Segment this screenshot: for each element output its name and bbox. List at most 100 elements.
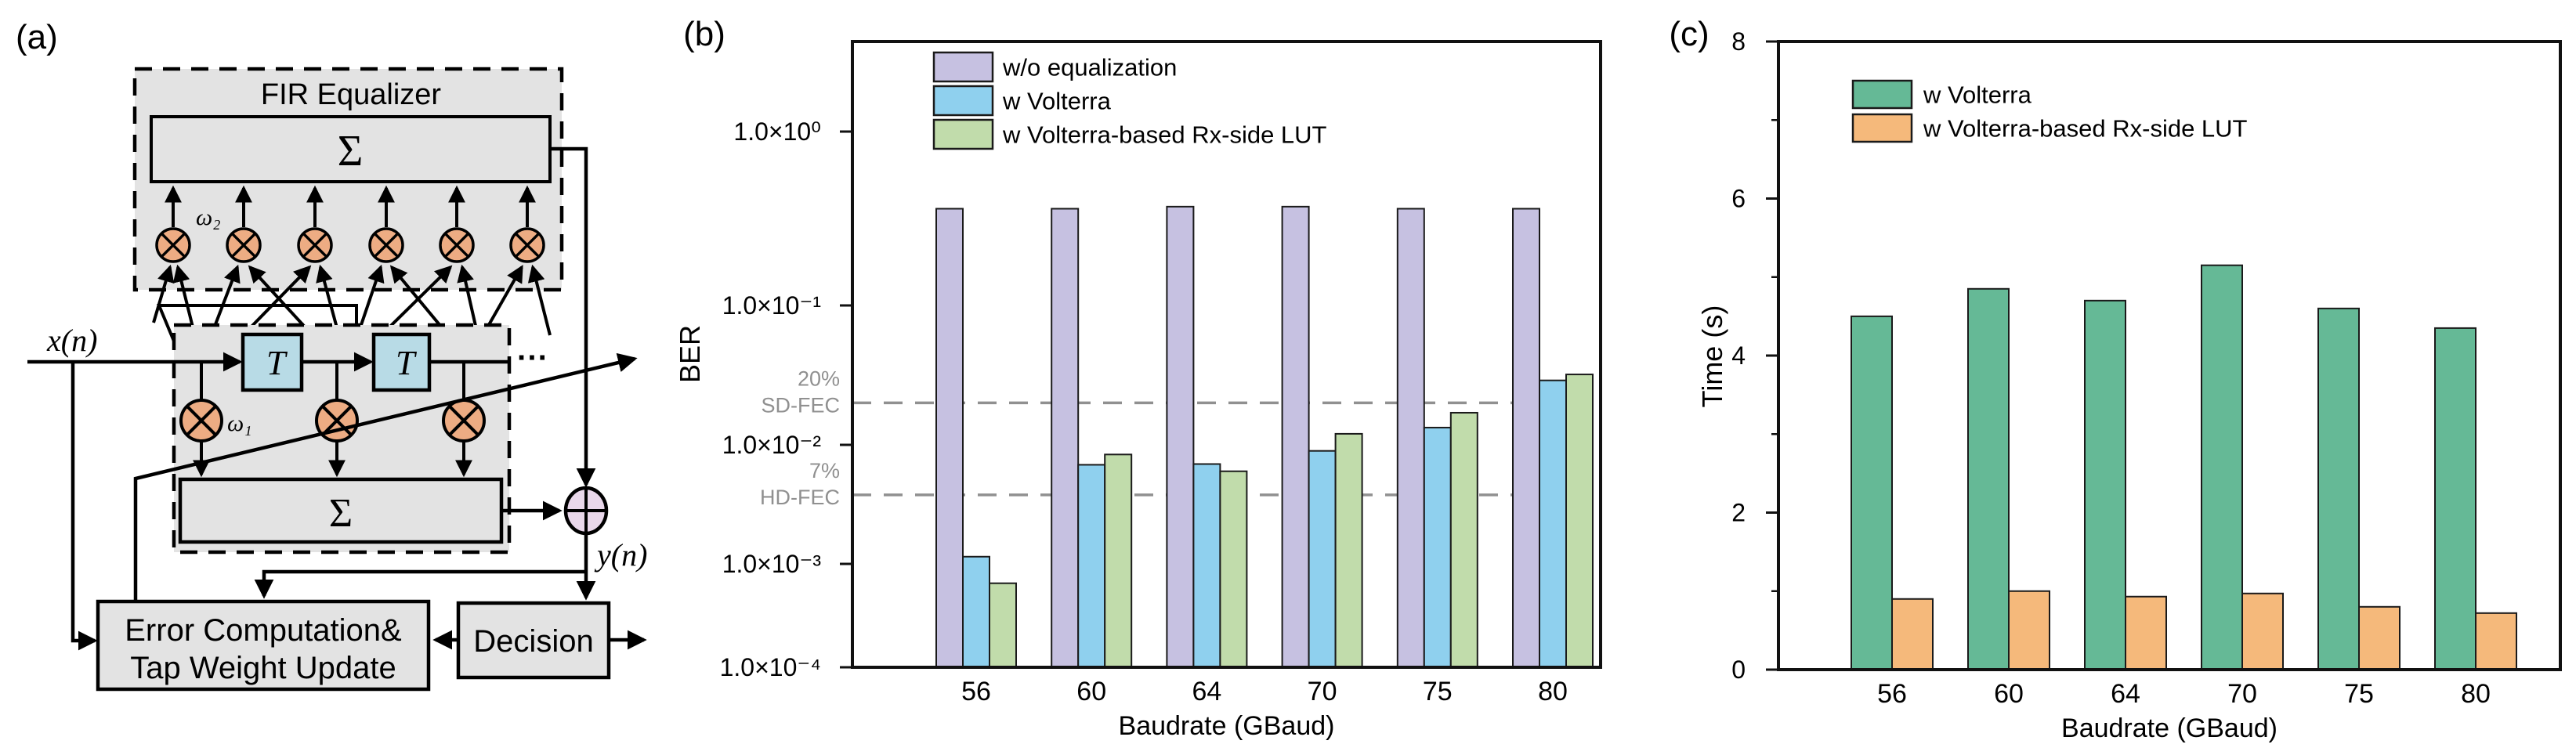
bar-56-w/o equalization <box>935 208 964 668</box>
delay-block-1 <box>241 332 304 392</box>
y-tick-label: 8 <box>1731 27 1746 56</box>
x-tick-label: 80 <box>2461 679 2491 709</box>
input-signal-label: x(n) <box>46 323 97 358</box>
output-branch-to-error <box>254 569 586 599</box>
legend-label: w Volterra-based Rx-side LUT <box>1002 121 1327 149</box>
y-axis-title: BER <box>674 325 706 383</box>
multiplier-icon <box>179 399 223 443</box>
upper-sum-box <box>150 115 552 183</box>
delay-symbol-2: T <box>396 344 418 382</box>
bar-70-w Volterra <box>1308 450 1337 669</box>
bar-60-w/o equalization <box>1051 208 1080 668</box>
upper-multipliers <box>155 227 545 263</box>
fec-threshold-label: HD-FEC <box>760 486 840 509</box>
bar-75-w/o equalization <box>1396 208 1425 668</box>
input-branch-to-error <box>71 362 98 651</box>
decision-label: Decision <box>473 624 593 659</box>
multiplier-icon <box>226 227 262 263</box>
panel-c-time-chart: (c) 0 2 4 6 8 56 60 64 70 75 80 Baudrate (GBaud) Time… <box>1669 15 2562 743</box>
legend-label: w Volterra-based Rx-side LUT <box>1923 115 2248 143</box>
multiplier-icon <box>155 227 191 263</box>
delay-symbol-1: T <box>266 344 288 382</box>
x-tick-label: 64 <box>2111 679 2140 709</box>
bar-80-w/o equalization <box>1512 208 1540 668</box>
y-tick-label: 1.0×10⁻³ <box>722 550 822 578</box>
bar-75-w Volterra <box>2317 307 2360 670</box>
bar-56-w Volterra <box>962 555 990 668</box>
y-tick-label: 1.0×10⁻¹ <box>722 291 821 320</box>
bar-64-w Volterra <box>2084 299 2126 670</box>
legend-swatch <box>1851 113 1913 143</box>
lower-sum-symbol: Σ <box>329 491 353 536</box>
bar-60-w Volterra-based Rx-side LUT <box>1104 453 1133 668</box>
mult-to-sum-arrows <box>165 185 536 227</box>
panel-a-label: (a) <box>16 18 58 56</box>
decision-box <box>456 601 611 680</box>
panel-a-diagram: (a) FIR Equalizer Σ <box>16 18 647 692</box>
bar-80-w Volterra-based Rx-side LUT <box>1565 374 1594 668</box>
fec-threshold-label: 20% <box>798 367 840 390</box>
legend-swatch <box>932 118 994 150</box>
bar-80-w Volterra-based Rx-side LUT <box>2475 612 2517 671</box>
x-tick-label: 60 <box>1076 677 1106 706</box>
x-tick-label: 60 <box>1994 679 2024 709</box>
x-tick-label: 64 <box>1192 677 1221 706</box>
tap-weight-feedback-wire <box>133 352 638 601</box>
x-tick-label: 56 <box>1877 679 1907 709</box>
fec-threshold-label: SD-FEC <box>762 393 841 417</box>
output-signal-label: y(n) <box>594 537 647 573</box>
lower-sum-box <box>178 477 504 544</box>
y-tick-label: 2 <box>1731 499 1746 527</box>
ellipsis-label: ··· <box>517 341 548 375</box>
bar-80-w Volterra <box>2434 327 2477 670</box>
error-computation-box <box>96 599 431 692</box>
y-axis-title: Time (s) <box>1696 305 1728 408</box>
bar-70-w Volterra <box>2201 264 2243 670</box>
x-tick-label: 80 <box>1538 677 1568 706</box>
bar-64-w/o equalization <box>1166 205 1195 669</box>
x-tick-label: 75 <box>1423 677 1453 706</box>
bar-80-w Volterra <box>1539 379 1567 668</box>
weight2-label: ω₂ <box>196 204 221 230</box>
mult-to-lower-sum-arrows <box>193 441 472 478</box>
bar-56-w Volterra <box>1851 315 1893 670</box>
tap-wires <box>200 362 465 401</box>
bar-60-w Volterra <box>1077 464 1106 668</box>
y-tick-label: 6 <box>1731 185 1746 213</box>
multiplier-icon <box>442 399 486 443</box>
y-tick-label: 1.0×10⁰ <box>733 117 821 146</box>
weight1-label: ω₁ <box>227 410 252 436</box>
bar-75-w Volterra-based Rx-side LUT <box>1449 411 1478 668</box>
multiplier-icon <box>439 227 475 263</box>
adder-icon <box>563 486 609 536</box>
bar-60-w Volterra-based Rx-side LUT <box>2008 590 2050 670</box>
delay-block-2 <box>371 332 432 392</box>
tap-rail <box>157 304 358 363</box>
panel-label: (c) <box>1669 15 1709 53</box>
bar-64-w Volterra-based Rx-side LUT <box>1219 470 1248 668</box>
bar-56-w Volterra-based Rx-side LUT <box>989 582 1017 668</box>
x-axis-title: Baudrate (GBaud) <box>2061 713 2278 743</box>
fec-threshold-label: 7% <box>809 459 840 482</box>
panel-b-ber-chart: (b) 20% SD-FEC 7% HD-FEC 1.0×10⁰ 1.0×10⁻¹ 1.0×1… <box>674 15 1602 741</box>
panel-label: (b) <box>683 15 725 53</box>
x-tick-label: 70 <box>1308 677 1337 706</box>
legend-swatch <box>932 85 994 117</box>
bar-70-w Volterra-based Rx-side LUT <box>2241 592 2284 671</box>
multiplier-icon <box>509 227 545 263</box>
legend-swatch <box>1851 79 1913 110</box>
multiplier-icon <box>297 227 333 263</box>
bar-75-w Volterra <box>1423 426 1452 668</box>
y-tick-label: 1.0×10⁻² <box>722 431 822 459</box>
plot-frame <box>851 40 1602 669</box>
legend-label: w Volterra <box>1002 88 1112 115</box>
x-axis-title: Baudrate (GBaud) <box>1119 711 1335 741</box>
bar-64-w Volterra-based Rx-side LUT <box>2125 595 2167 671</box>
legend-swatch <box>932 51 994 83</box>
multiplier-icon <box>368 227 404 263</box>
upper-sum-output-wire <box>550 146 596 488</box>
x-tick-label: 70 <box>2227 679 2257 709</box>
legend-label: w Volterra <box>1923 81 2032 109</box>
